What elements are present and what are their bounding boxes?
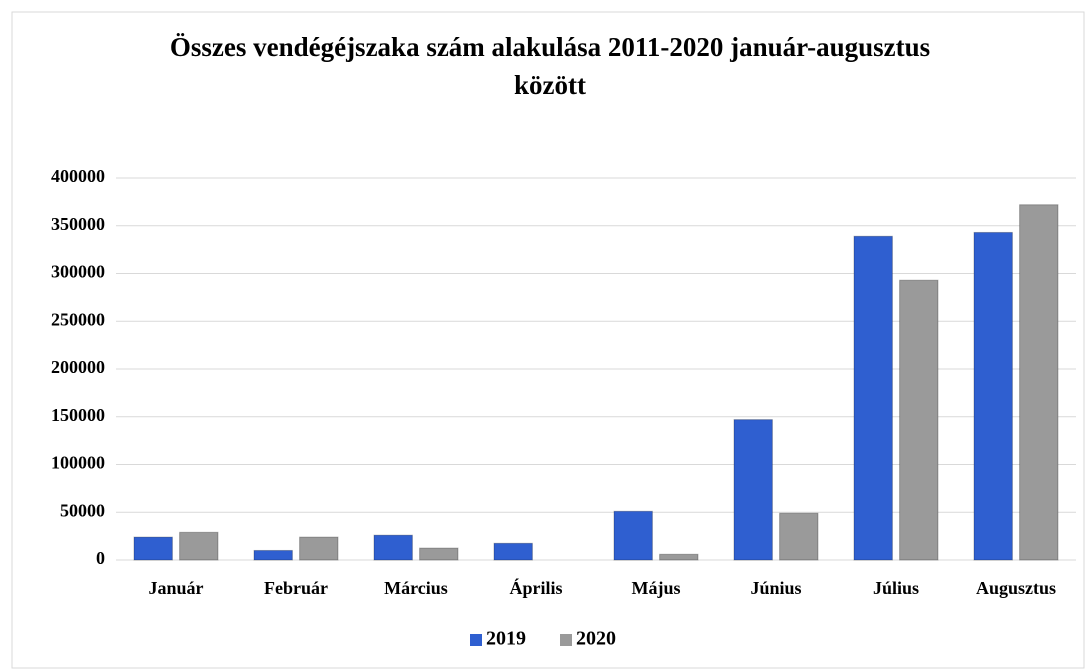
x-tick-label: Április bbox=[509, 577, 562, 598]
bar bbox=[733, 419, 773, 561]
x-tick-label: Január bbox=[148, 578, 203, 598]
y-tick-label: 250000 bbox=[51, 309, 105, 329]
bar bbox=[299, 536, 339, 561]
bar bbox=[779, 512, 819, 561]
y-tick-label: 300000 bbox=[51, 262, 105, 282]
legend-swatch bbox=[470, 634, 482, 646]
y-tick-label: 50000 bbox=[60, 500, 105, 520]
bar bbox=[179, 531, 219, 561]
x-tick-label: Július bbox=[873, 578, 919, 598]
legend-swatch bbox=[560, 634, 572, 646]
bar bbox=[253, 549, 293, 561]
y-tick-label: 400000 bbox=[51, 166, 105, 186]
y-tick-label: 200000 bbox=[51, 357, 105, 377]
y-tick-label: 150000 bbox=[51, 405, 105, 425]
bar bbox=[899, 279, 939, 561]
bar bbox=[659, 553, 699, 561]
x-tick-label: Június bbox=[750, 578, 801, 598]
x-tick-label: Március bbox=[384, 578, 448, 598]
bar bbox=[613, 510, 653, 561]
bar bbox=[853, 235, 893, 561]
x-tick-label: Február bbox=[264, 578, 328, 598]
bar bbox=[493, 542, 533, 561]
bar bbox=[1019, 204, 1059, 561]
y-tick-label: 0 bbox=[96, 548, 105, 568]
y-tick-label: 100000 bbox=[51, 453, 105, 473]
x-tick-label: Május bbox=[632, 578, 681, 598]
bar bbox=[419, 547, 459, 561]
bar bbox=[133, 536, 173, 561]
legend-label: 2019 bbox=[486, 628, 526, 650]
y-tick-label: 350000 bbox=[51, 214, 105, 234]
legend-label: 2020 bbox=[576, 628, 616, 650]
bar bbox=[973, 231, 1013, 561]
bar bbox=[373, 534, 413, 561]
x-tick-label: Augusztus bbox=[976, 578, 1056, 598]
chart-title: Összes vendégéjszaka szám alakulása 2011… bbox=[169, 32, 931, 100]
